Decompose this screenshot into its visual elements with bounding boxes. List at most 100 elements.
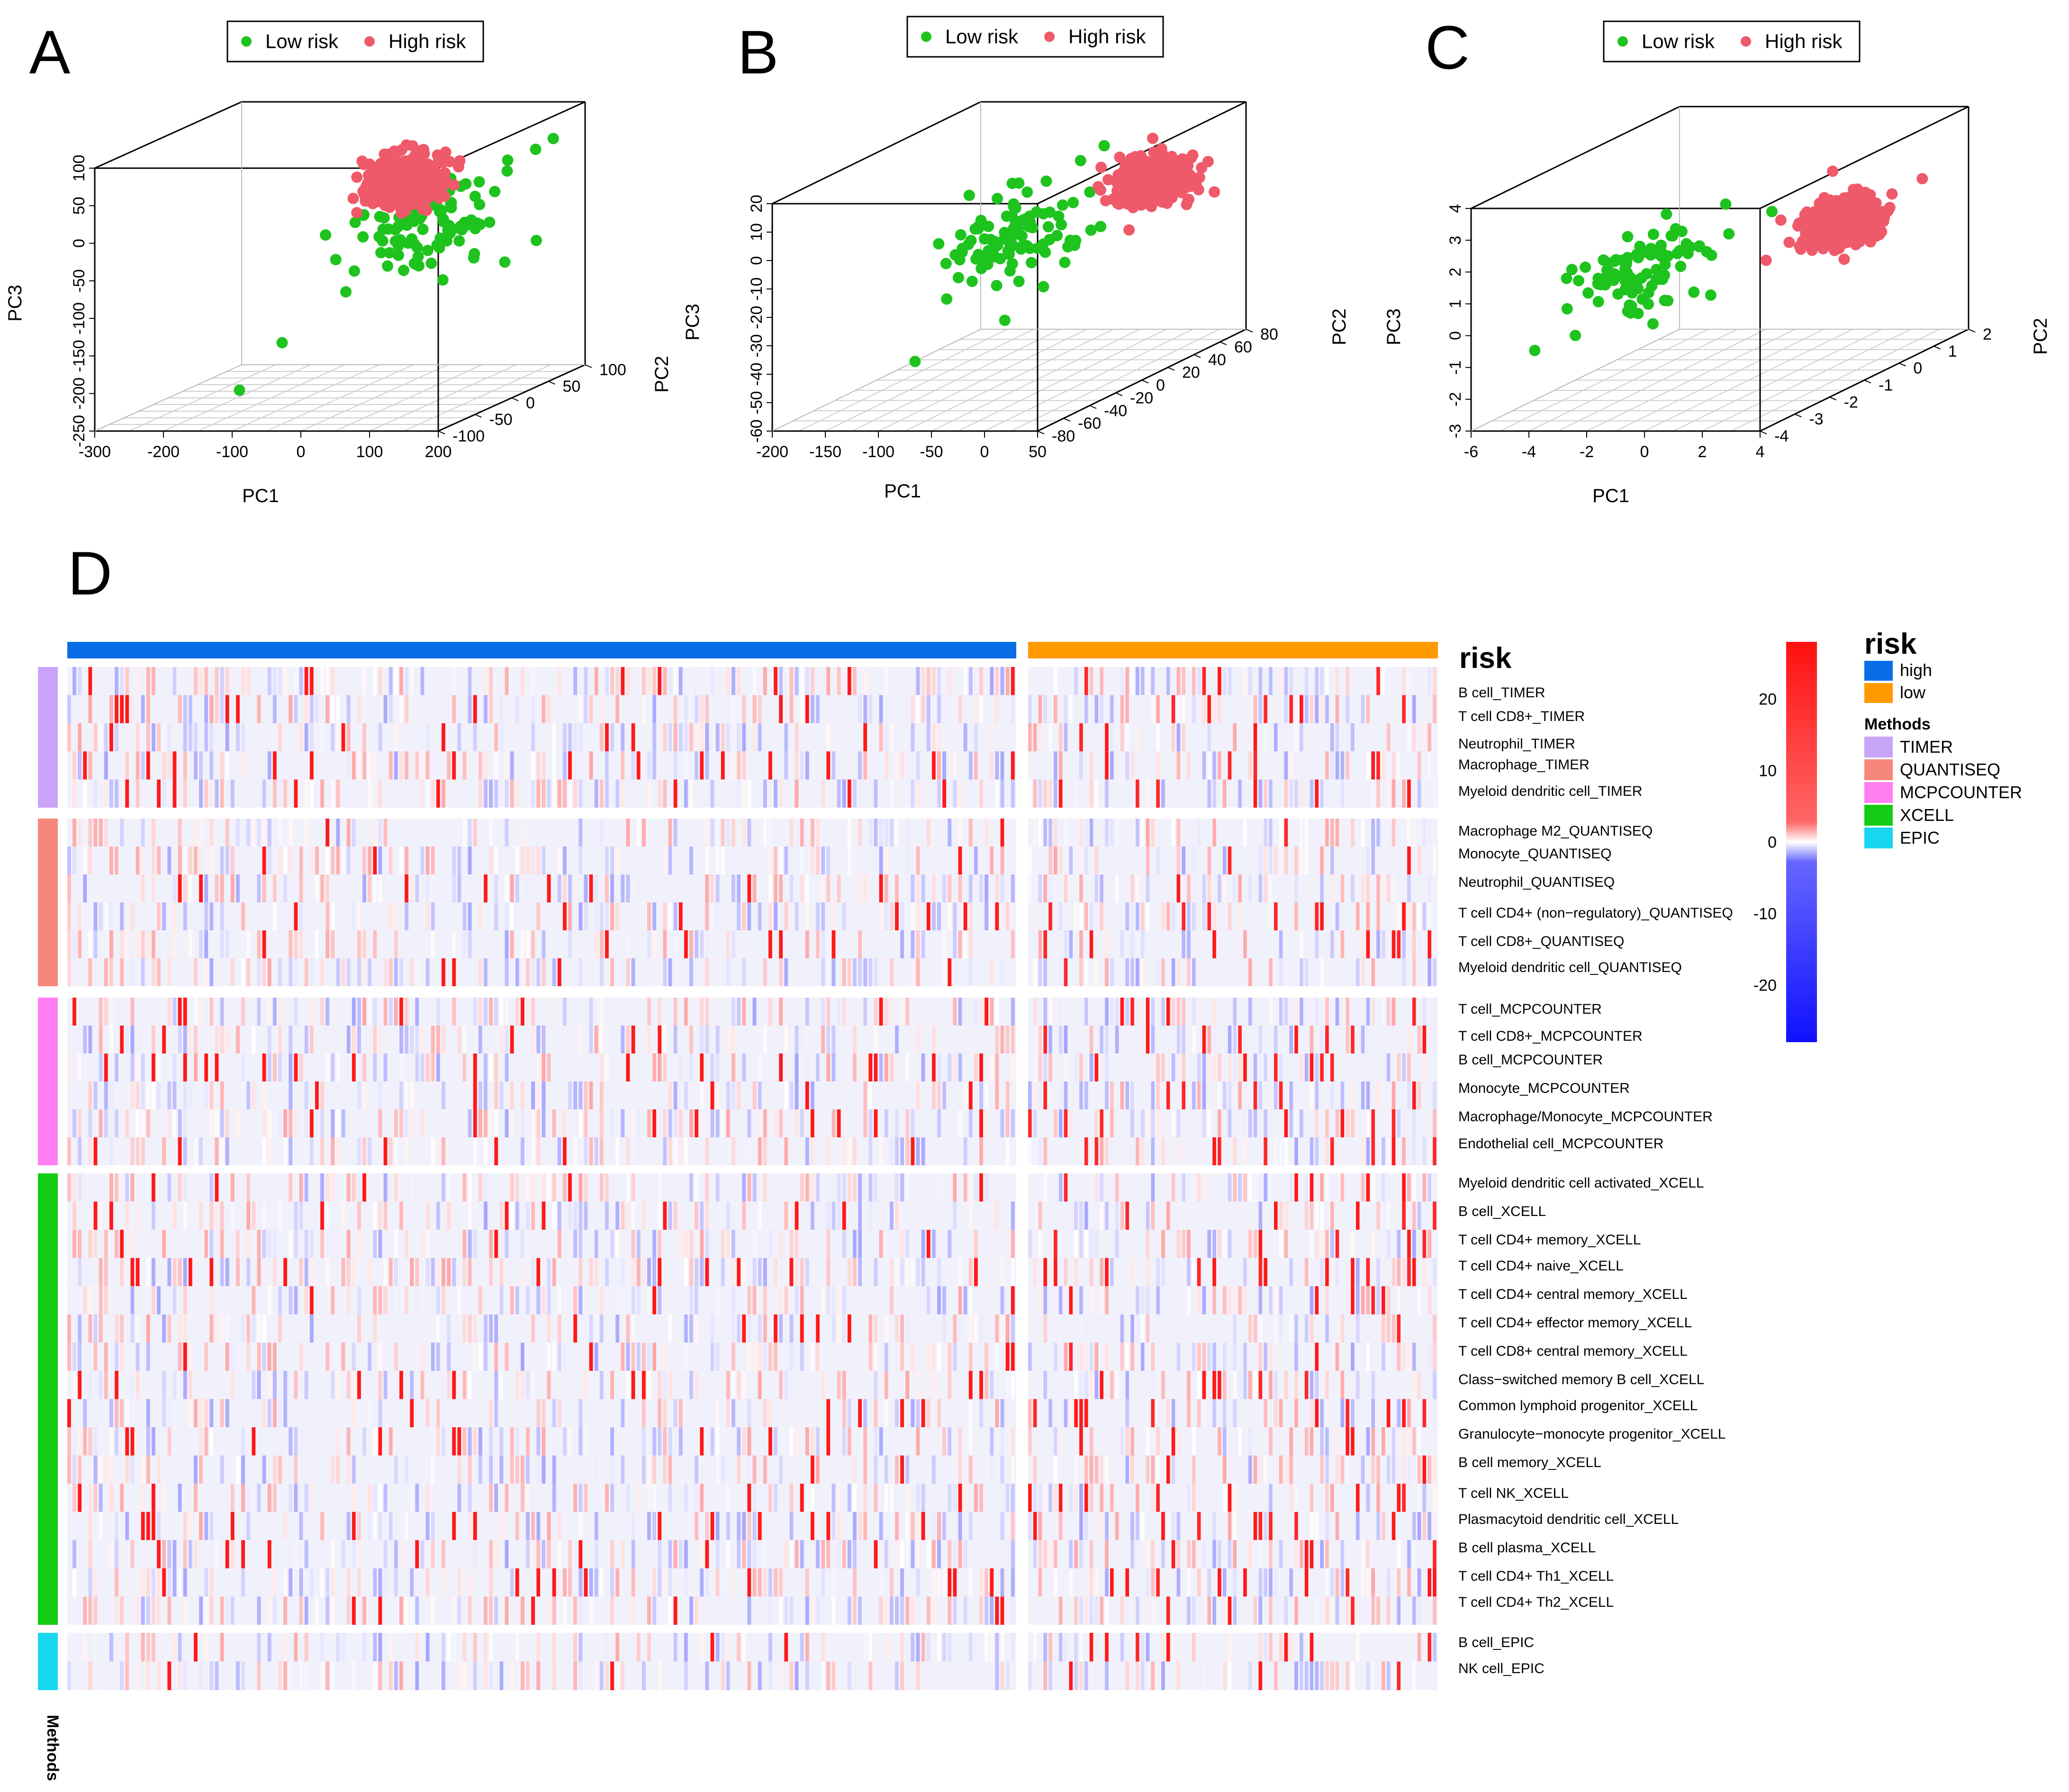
heatmap-cell xyxy=(515,779,519,808)
heatmap-cell xyxy=(985,1109,989,1137)
heatmap-cell xyxy=(605,1201,609,1230)
heatmap-cell xyxy=(157,779,161,808)
heatmap-cell xyxy=(1279,930,1283,958)
low-risk-point xyxy=(973,249,985,261)
heatmap-cell xyxy=(1038,930,1042,958)
heatmap-cell xyxy=(152,1173,155,1202)
heatmap-cell xyxy=(462,751,467,780)
pca-panels: A Low risk High risk-300 -200 -100 0 100 200-25… xyxy=(5,13,2051,506)
heatmap-cell xyxy=(673,930,678,958)
heatmap-cell xyxy=(378,1201,382,1230)
heatmap-cell xyxy=(800,1054,804,1081)
heatmap-cell xyxy=(1238,1054,1242,1081)
heatmap-cell xyxy=(362,667,366,695)
heatmap-cell xyxy=(315,930,319,958)
heatmap-cell xyxy=(209,819,214,846)
heatmap-cell xyxy=(1043,695,1048,723)
heatmap-cell xyxy=(220,751,224,780)
heatmap-cell xyxy=(1028,846,1032,874)
heatmap-cell xyxy=(594,902,598,930)
heatmap-cell xyxy=(1064,1081,1068,1109)
heatmap-cell xyxy=(1304,1054,1309,1081)
heatmap-cell xyxy=(1320,1201,1324,1230)
heatmap-cell xyxy=(320,1081,324,1109)
heatmap-cell xyxy=(974,1173,978,1202)
heatmap-cell xyxy=(715,874,720,902)
heatmap-cell xyxy=(1079,1081,1083,1109)
heatmap-cell xyxy=(67,1173,71,1202)
heatmap-cell xyxy=(352,751,356,780)
low-risk-point xyxy=(1067,197,1079,208)
heatmap-cell xyxy=(573,902,578,930)
heatmap-cell xyxy=(378,1109,382,1137)
high-risk-point xyxy=(384,201,396,213)
heatmap-cell xyxy=(236,819,240,846)
heatmap-cell xyxy=(1033,998,1037,1026)
low-risk-point xyxy=(471,217,483,229)
panel-letter: B xyxy=(738,18,779,87)
heatmap-cell xyxy=(104,779,108,808)
heatmap-cell xyxy=(784,1201,788,1230)
high-risk-point xyxy=(373,188,385,199)
heatmap-cell xyxy=(246,1201,251,1230)
heatmap-cell xyxy=(526,874,530,902)
heatmap-cell xyxy=(262,1081,266,1109)
heatmap-cell xyxy=(1351,1109,1355,1137)
heatmap-cell xyxy=(304,1081,308,1109)
low-risk-point xyxy=(1095,221,1107,233)
heatmap-cell xyxy=(289,930,293,958)
heatmap-cell xyxy=(578,846,583,874)
y-tick-label: -50 xyxy=(70,269,88,292)
heatmap-cell xyxy=(631,1314,635,1343)
heatmap-cell xyxy=(921,667,925,695)
heatmap-cell xyxy=(641,1258,646,1287)
heatmap-cell xyxy=(1105,1081,1109,1109)
heatmap-cell xyxy=(589,998,593,1026)
high-risk-point xyxy=(1159,168,1171,180)
heatmap-cell xyxy=(826,1201,831,1230)
heatmap-cell xyxy=(763,1258,767,1287)
heatmap-cell xyxy=(921,874,925,902)
heatmap-cell xyxy=(389,1258,393,1287)
heatmap-cell xyxy=(225,1137,229,1165)
heatmap-cell xyxy=(779,998,783,1026)
heatmap-cell xyxy=(1366,751,1370,780)
heatmap-cell xyxy=(948,667,952,695)
heatmap-cell xyxy=(931,1081,936,1109)
heatmap-cell xyxy=(1218,1137,1221,1165)
legend-box xyxy=(1603,20,1861,63)
heatmap-cell xyxy=(289,1026,293,1054)
heatmap-cell xyxy=(789,667,794,695)
heatmap-cell xyxy=(621,1109,625,1137)
heatmap-cell xyxy=(1000,667,1004,695)
low-risk-point xyxy=(374,211,386,223)
heatmap-cell xyxy=(188,1258,192,1287)
heatmap-cell xyxy=(442,1026,445,1054)
heatmap-cell xyxy=(1269,1286,1273,1315)
heatmap-cell xyxy=(1054,667,1057,695)
heatmap-cell xyxy=(399,1201,403,1230)
heatmap-cell xyxy=(1300,846,1303,874)
heatmap-cell xyxy=(1069,846,1073,874)
y-tick-label: 10 xyxy=(748,223,766,241)
heatmap-cell xyxy=(241,1314,245,1343)
heatmap-cell xyxy=(1176,1026,1181,1054)
high-risk-point xyxy=(1827,165,1839,177)
low-risk-point xyxy=(1038,208,1049,220)
heatmap-cell xyxy=(1253,695,1257,723)
heatmap-cell xyxy=(905,819,910,846)
heatmap-cell xyxy=(889,779,894,808)
heatmap-cell xyxy=(141,723,145,752)
heatmap-cell xyxy=(309,1026,314,1054)
heatmap-cell xyxy=(1412,723,1416,752)
heatmap-cell xyxy=(1320,1230,1324,1258)
heatmap-cell xyxy=(1320,1258,1324,1287)
heatmap-cell xyxy=(937,695,941,723)
heatmap-cell xyxy=(362,1173,366,1202)
heatmap-cell xyxy=(536,958,541,986)
heatmap-cell xyxy=(621,1258,625,1287)
heatmap-cell xyxy=(1207,779,1211,808)
heatmap-cell xyxy=(963,723,967,752)
heatmap-cell xyxy=(1187,1286,1191,1315)
heatmap-cell xyxy=(615,1137,620,1165)
